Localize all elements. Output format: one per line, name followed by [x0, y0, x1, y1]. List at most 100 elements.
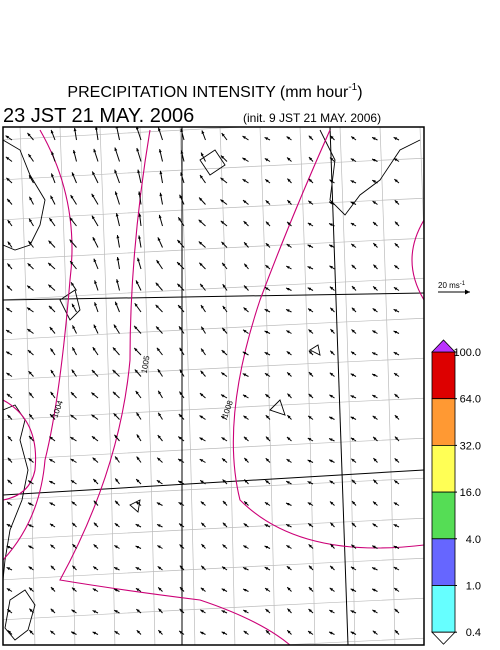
wind-arrowhead [394, 221, 399, 225]
wind-arrowhead [92, 588, 97, 592]
wind-arrowhead [28, 240, 32, 245]
wind-scale: 20 ms-1 [438, 281, 470, 295]
wind-arrowhead [199, 175, 204, 179]
parallel [3, 357, 424, 381]
wind-arrowhead [29, 587, 33, 591]
wind-arrowhead [286, 287, 290, 291]
wind-arrowhead [286, 502, 290, 506]
wind-arrowhead [94, 302, 98, 306]
wind-arrowhead [350, 588, 355, 592]
wind-arrowhead [308, 587, 313, 591]
wind-arrowhead [242, 373, 247, 377]
wind-arrowhead [393, 545, 398, 549]
wind-arrowhead [136, 434, 140, 438]
wind-arrowhead [156, 480, 161, 484]
wind-arrowhead [242, 136, 246, 140]
colorbar-segment [431, 585, 456, 633]
wind-arrowhead [264, 352, 269, 356]
wind-arrowhead [50, 630, 54, 634]
wind-arrowhead [51, 173, 54, 177]
isobar [232, 129, 424, 549]
coastline [129, 499, 141, 513]
wind-arrowhead [135, 501, 140, 505]
parallel [3, 197, 424, 221]
wind-arrowhead [5, 135, 10, 139]
wind-arrowhead [179, 391, 183, 396]
wind-arrowhead [113, 413, 117, 417]
wind-arrowhead [243, 523, 248, 527]
wind-arrowhead [351, 329, 355, 333]
wind-arrowhead [72, 544, 76, 548]
wind-arrowhead [91, 193, 95, 198]
wind-arrowhead [350, 631, 355, 635]
wind-arrowhead [178, 458, 182, 462]
meridian [299, 127, 316, 645]
wind-arrowhead [373, 243, 377, 247]
wind-arrowhead [372, 630, 377, 634]
wind-arrowhead [50, 565, 55, 570]
wind-arrowhead [287, 178, 291, 182]
wind-arrowhead [243, 221, 247, 225]
wind-arrowhead [180, 172, 184, 176]
wind-arrowhead [112, 347, 117, 351]
wind-arrowhead [71, 369, 75, 374]
wind-arrowhead [394, 394, 398, 398]
wind-arrowhead [222, 566, 226, 570]
map-line [3, 469, 424, 496]
wind-arrowhead [116, 279, 119, 283]
wind-arrowhead [179, 587, 184, 591]
wind-arrowhead [6, 524, 11, 527]
wind-arrowhead [178, 502, 183, 506]
wind-arrowhead [70, 194, 74, 199]
parallel [3, 597, 424, 621]
parallel [3, 157, 424, 181]
wind-arrowhead [286, 243, 291, 248]
wind-arrowhead [372, 308, 377, 312]
wind-arrowhead [242, 200, 247, 204]
wind-arrowhead [179, 194, 183, 199]
wind-arrowhead [329, 501, 334, 505]
wind-arrowhead [199, 437, 203, 441]
wind-arrowhead [136, 456, 140, 460]
wind-arrowhead [287, 587, 291, 591]
colorbar-label: 16.0 [460, 487, 481, 499]
wind-arrowhead [286, 266, 290, 269]
wind-arrowhead [350, 395, 355, 399]
wind-arrowhead [158, 214, 162, 219]
wind-arrowhead [222, 500, 227, 505]
wind-arrowhead [393, 158, 398, 162]
wind-arrowhead [137, 257, 140, 262]
wind-arrowhead [114, 588, 118, 592]
wind-arrowhead [329, 201, 333, 205]
wind-arrowhead [265, 588, 269, 592]
wind-arrowhead [29, 392, 33, 396]
wind-arrowhead [6, 285, 11, 289]
wind-arrowhead [372, 588, 376, 592]
wind-arrowhead [158, 412, 162, 417]
wind-arrowhead [177, 239, 181, 244]
wind-arrowhead [393, 309, 398, 313]
wind-arrowhead [394, 179, 398, 183]
wind-arrowhead [73, 127, 77, 132]
title-text: PRECIPITATION INTENSITY (mm hour [67, 84, 349, 101]
isobar [3, 129, 73, 561]
wind-arrowhead [329, 157, 334, 161]
wind-arrowhead [7, 241, 11, 246]
wind-arrowhead [307, 502, 312, 506]
wind-arrowhead [265, 630, 270, 634]
wind-arrowhead [6, 545, 11, 549]
wind-arrowhead [94, 280, 98, 284]
wind-arrowhead [114, 434, 118, 439]
wind-arrowhead [350, 223, 355, 226]
wind-arrowhead [156, 502, 161, 506]
wind-arrowhead [264, 287, 269, 291]
wind-arrowhead [307, 438, 312, 441]
isobar-label: 1008 [220, 399, 235, 419]
wind-arrowhead [220, 155, 225, 159]
wind-arrowhead [27, 263, 31, 267]
wind-arrowhead [201, 152, 204, 157]
wind-arrowhead [179, 630, 183, 635]
wind-arrowhead [50, 195, 54, 200]
wind-arrowhead [7, 457, 12, 462]
wind-arrowhead [93, 258, 97, 263]
